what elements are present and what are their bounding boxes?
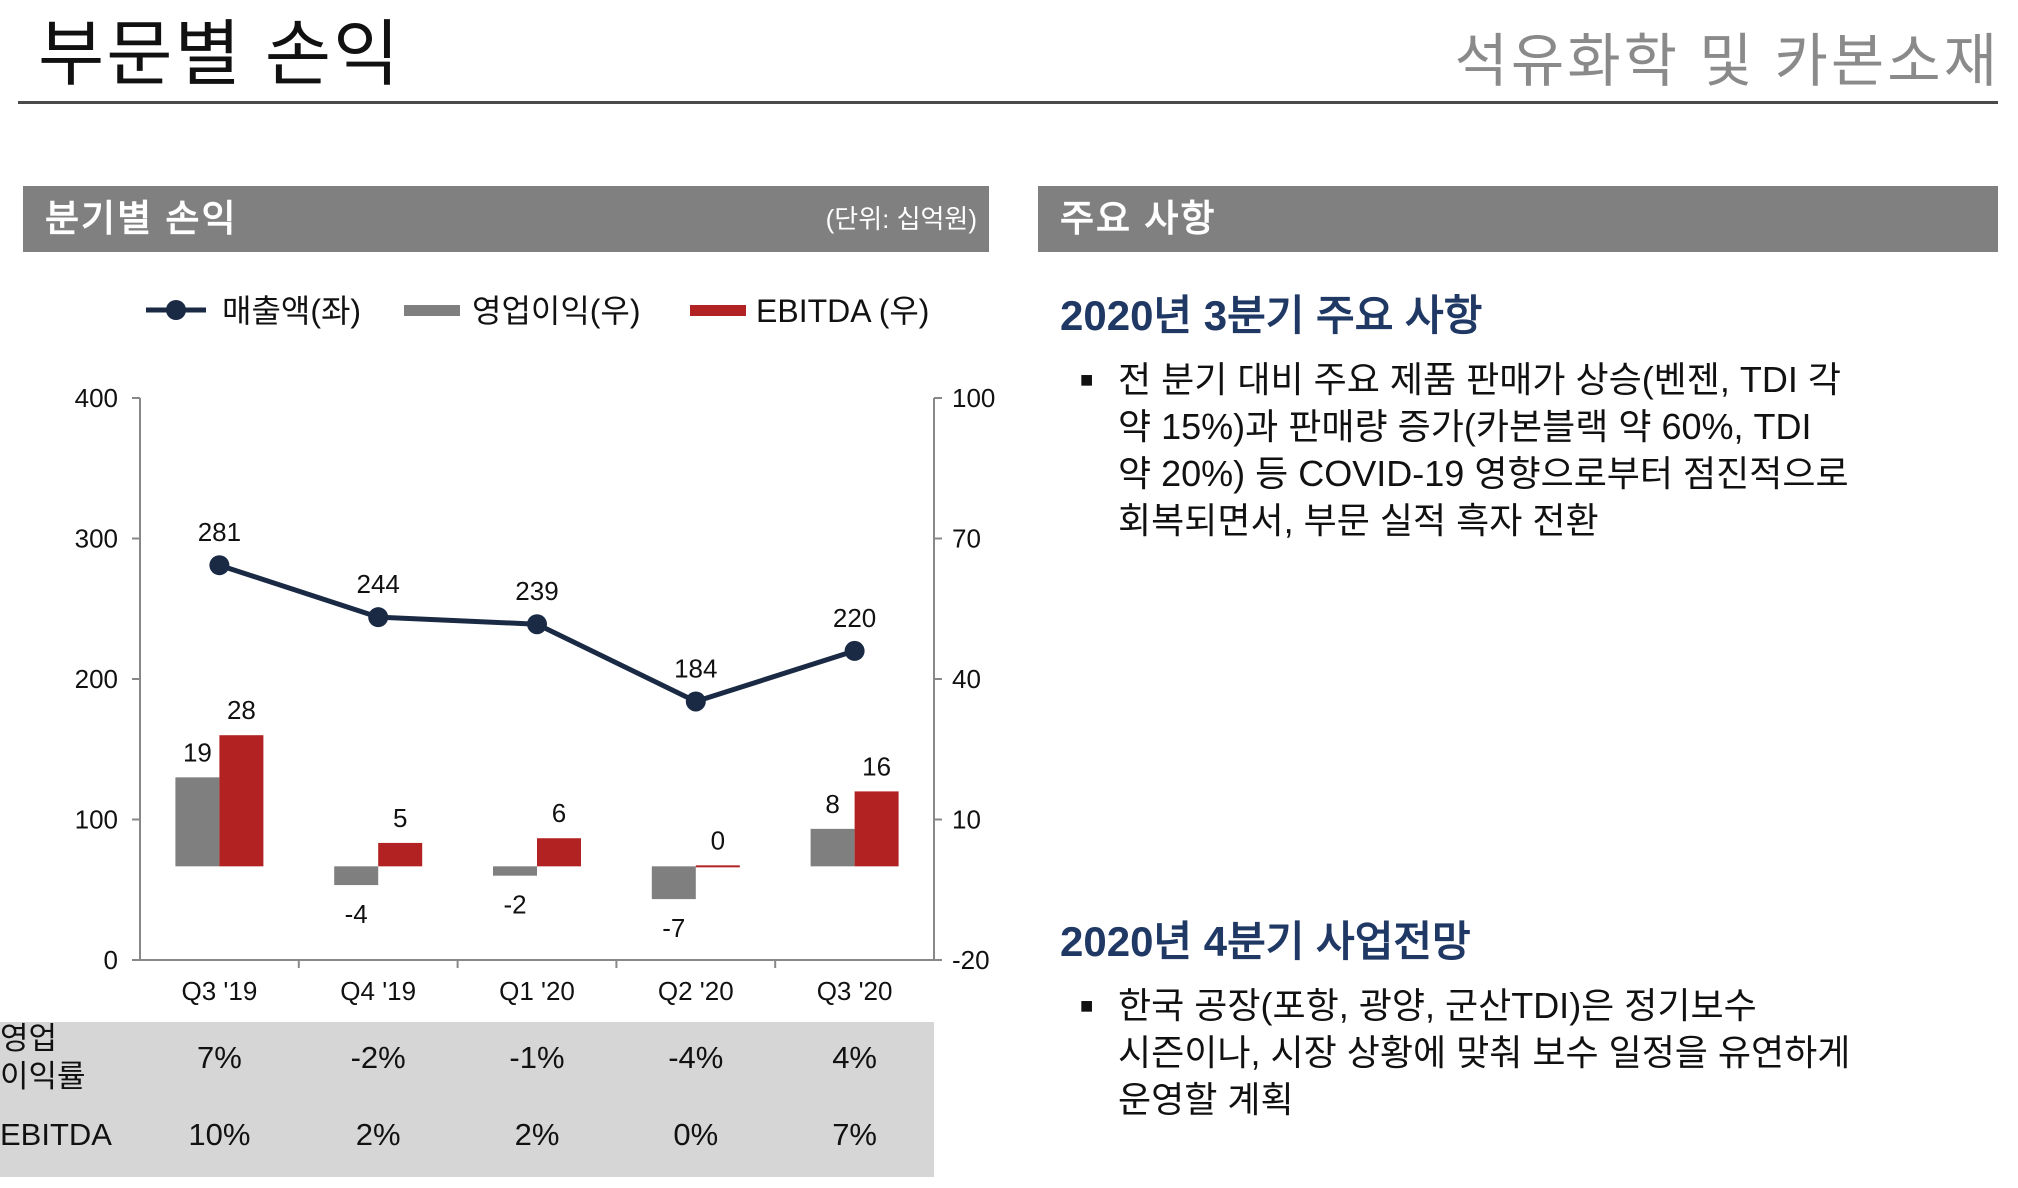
chart-panel-header: 분기별 손익 (단위: 십억원) bbox=[23, 186, 989, 252]
table-cell: 2% bbox=[514, 1117, 560, 1152]
legend-op-income-label: 영업이익(우) bbox=[472, 293, 641, 329]
ebitda-bar bbox=[219, 735, 264, 867]
op-income-bar bbox=[810, 828, 855, 867]
ebitda-bar bbox=[378, 842, 423, 867]
x-tick-label: Q4 '19 bbox=[340, 976, 416, 1006]
bullet-line: 운영할 계획 bbox=[1118, 1079, 1294, 1120]
x-tick-label: Q3 '19 bbox=[182, 976, 258, 1006]
legend-op-income-swatch bbox=[404, 305, 460, 316]
table-row-label-line: EBITDA bbox=[0, 1117, 112, 1152]
y-left-tick-label: 400 bbox=[75, 383, 118, 413]
ebitda-label: 5 bbox=[393, 803, 407, 833]
bullet-line: 약 15%)과 판매량 증가(카본블랙 약 60%, TDI bbox=[1118, 406, 1812, 447]
highlights-panel-header: 주요 사항 bbox=[1038, 186, 1998, 252]
margin-table: 영업 이익률 7% -2% -1% -4% 4% EBITDA 10% 2% 2% 0% 7% bbox=[0, 1020, 934, 1177]
table-row-label: 영업 이익률 bbox=[0, 1020, 86, 1096]
table-row-label: EBITDA bbox=[0, 1116, 112, 1154]
table-cell: -1% bbox=[509, 1040, 565, 1075]
sales-point bbox=[527, 614, 547, 635]
ebitda-label: 16 bbox=[862, 751, 891, 781]
table-cell: 7% bbox=[832, 1117, 877, 1152]
y-left-tick-label: 100 bbox=[75, 805, 118, 835]
sales-point bbox=[209, 555, 230, 576]
sales-point bbox=[844, 640, 865, 661]
chart-panel-title: 분기별 손익 bbox=[45, 198, 238, 239]
sales-label: 220 bbox=[833, 603, 876, 633]
sales-label: 244 bbox=[357, 569, 400, 599]
x-tick-label: Q3 '20 bbox=[817, 976, 893, 1006]
y-right-tick-label: 40 bbox=[952, 664, 981, 694]
op-income-label: -7 bbox=[662, 913, 685, 943]
x-tick-label: Q2 '20 bbox=[658, 976, 734, 1006]
sales-label: 281 bbox=[198, 517, 241, 547]
bullet-line: 시즌이나, 시장 상황에 맞춰 보수 일정을 유연하게 bbox=[1118, 1032, 1851, 1073]
bullet-line: 회복되면서, 부문 실적 흑자 전환 bbox=[1118, 500, 1599, 541]
op-income-bar bbox=[334, 866, 379, 886]
chart-sales-line bbox=[209, 555, 865, 712]
highlights-panel-title: 주요 사항 bbox=[1060, 198, 1217, 239]
ebitda-bar bbox=[537, 838, 581, 867]
op-income-label: 19 bbox=[183, 737, 212, 767]
bullet-line: 한국 공장(포항, 광양, 군산TDI)은 정기보수 bbox=[1118, 985, 1757, 1026]
bullet-line: 약 20%) 등 COVID-19 영향으로부터 점진적으로 bbox=[1118, 453, 1849, 494]
table-cell: 2% bbox=[355, 1117, 401, 1152]
table-cell: 0% bbox=[673, 1117, 719, 1152]
sales-label: 184 bbox=[674, 653, 717, 683]
legend-ebitda-label: EBITDA (우) bbox=[756, 293, 929, 329]
q3-highlights-title: 2020년 3분기 주요 사항 bbox=[1060, 292, 1483, 339]
bullet-line: 전 분기 대비 주요 제품 판매가 상승(벤젠, TDI 각 bbox=[1118, 359, 1842, 400]
table-row-label-line: 영업 bbox=[0, 1021, 58, 1056]
quarterly-profit-chart: 매출액(좌) 영업이익(우) EBITDA (우) 0100200300400-… bbox=[75, 293, 996, 1006]
q4-outlook-title: 2020년 4분기 사업전망 bbox=[1060, 918, 1471, 965]
ebitda-label: 28 bbox=[227, 695, 256, 725]
op-income-bar bbox=[493, 866, 537, 876]
op-income-label: -2 bbox=[503, 890, 526, 920]
y-right-tick-label: 100 bbox=[952, 383, 995, 413]
y-right-tick-label: -20 bbox=[952, 945, 990, 975]
table-cell: -2% bbox=[350, 1040, 406, 1075]
table-cell: 7% bbox=[196, 1040, 242, 1075]
op-income-label: -4 bbox=[345, 899, 368, 929]
ebitda-bar bbox=[695, 865, 740, 868]
x-tick-label: Q1 '20 bbox=[499, 976, 575, 1006]
op-income-bar bbox=[175, 777, 220, 867]
title-divider bbox=[18, 101, 1998, 104]
sales-label: 239 bbox=[515, 576, 558, 606]
page-subtitle: 석유화학 및 카본소재 bbox=[1454, 29, 2000, 94]
chart-data-labels: 19 -4 -2 -7 8 28 5 6 0 16 281 244 239 184 220 bbox=[183, 517, 891, 943]
op-income-bar bbox=[651, 866, 696, 900]
chart-legend: 매출액(좌) 영업이익(우) EBITDA (우) bbox=[146, 293, 929, 329]
ebitda-label: 0 bbox=[711, 825, 725, 855]
y-left-tick-label: 300 bbox=[75, 524, 118, 554]
table-row-label-line: 이익률 bbox=[0, 1059, 86, 1094]
ebitda-bar bbox=[854, 791, 899, 867]
q4-outlook-bullet: ■ 한국 공장(포항, 광양, 군산TDI)은 정기보수 시즌이나, 시장 상황… bbox=[1080, 982, 1980, 1123]
bullet-marker: ■ bbox=[1080, 367, 1094, 392]
table-cell: 10% bbox=[188, 1117, 251, 1152]
chart-bars bbox=[175, 735, 899, 900]
sales-point bbox=[685, 691, 706, 712]
ebitda-label: 6 bbox=[552, 798, 566, 828]
table-cell: -4% bbox=[668, 1040, 724, 1075]
legend-sales-label: 매출액(좌) bbox=[222, 293, 361, 329]
legend-ebitda-swatch bbox=[690, 305, 746, 316]
y-left-tick-label: 0 bbox=[104, 945, 118, 975]
q3-highlights-bullet: ■ 전 분기 대비 주요 제품 판매가 상승(벤젠, TDI 각 약 15%)과… bbox=[1080, 356, 1980, 544]
y-right-tick-label: 70 bbox=[952, 524, 981, 554]
legend-sales-marker bbox=[166, 300, 186, 320]
y-right-tick-label: 10 bbox=[952, 805, 981, 835]
op-income-label: 8 bbox=[825, 789, 839, 819]
bullet-marker: ■ bbox=[1080, 993, 1094, 1018]
table-cell: 4% bbox=[832, 1040, 877, 1075]
unit-label: (단위: 십억원) bbox=[825, 204, 977, 234]
y-left-tick-label: 200 bbox=[75, 664, 118, 694]
sales-point bbox=[368, 607, 389, 628]
page-title: 부문별 손익 bbox=[38, 15, 402, 95]
